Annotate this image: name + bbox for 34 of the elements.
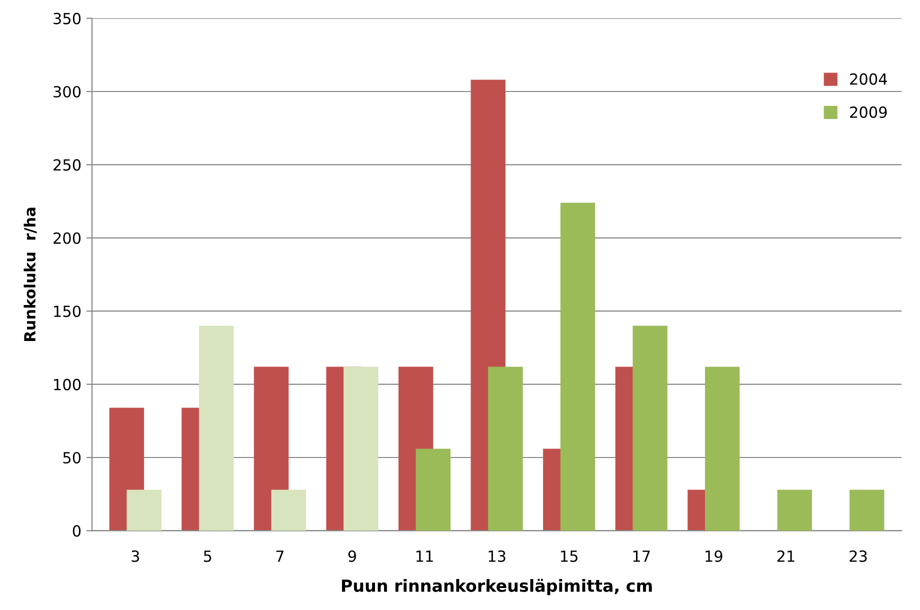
y-tick-label: 50: [63, 452, 81, 464]
legend-label: 2009: [850, 106, 887, 118]
bar: [560, 202, 596, 531]
x-tick-label: 11: [416, 550, 433, 562]
y-tick-label: 250: [54, 159, 81, 171]
bar: [777, 490, 812, 531]
y-tick-label: 150: [54, 306, 81, 318]
y-tick-label: 100: [54, 378, 81, 390]
bar: [198, 326, 234, 531]
y-tick-label: 350: [54, 12, 81, 24]
bar: [271, 490, 306, 531]
bar: [126, 490, 162, 531]
y-tick-label: 0: [72, 525, 81, 537]
bar: [850, 490, 884, 531]
x-tick-label: 5: [204, 550, 212, 562]
x-tick-label: 9: [348, 550, 356, 562]
bar: [416, 448, 451, 531]
bar: [704, 366, 740, 531]
bar: [344, 366, 378, 531]
y-axis-title: Runkoluku r/ha: [24, 208, 37, 342]
x-tick-label: 17: [633, 550, 650, 562]
x-tick-label: 15: [561, 550, 578, 562]
x-tick-label: 21: [777, 550, 794, 562]
y-tick-label: 300: [54, 86, 81, 98]
legend-label: 2004: [850, 73, 887, 85]
bar: [488, 366, 523, 531]
x-tick-label: 13: [488, 550, 506, 562]
x-tick-label: 7: [276, 550, 284, 562]
bar: [632, 326, 668, 531]
x-axis-title: Puun rinnankorkeusläpimitta, cm: [342, 578, 652, 596]
x-tick-label: 23: [850, 550, 867, 562]
y-tick-label: 200: [54, 232, 81, 244]
x-tick-label: 19: [706, 550, 722, 562]
x-tick-label: 3: [132, 550, 140, 562]
